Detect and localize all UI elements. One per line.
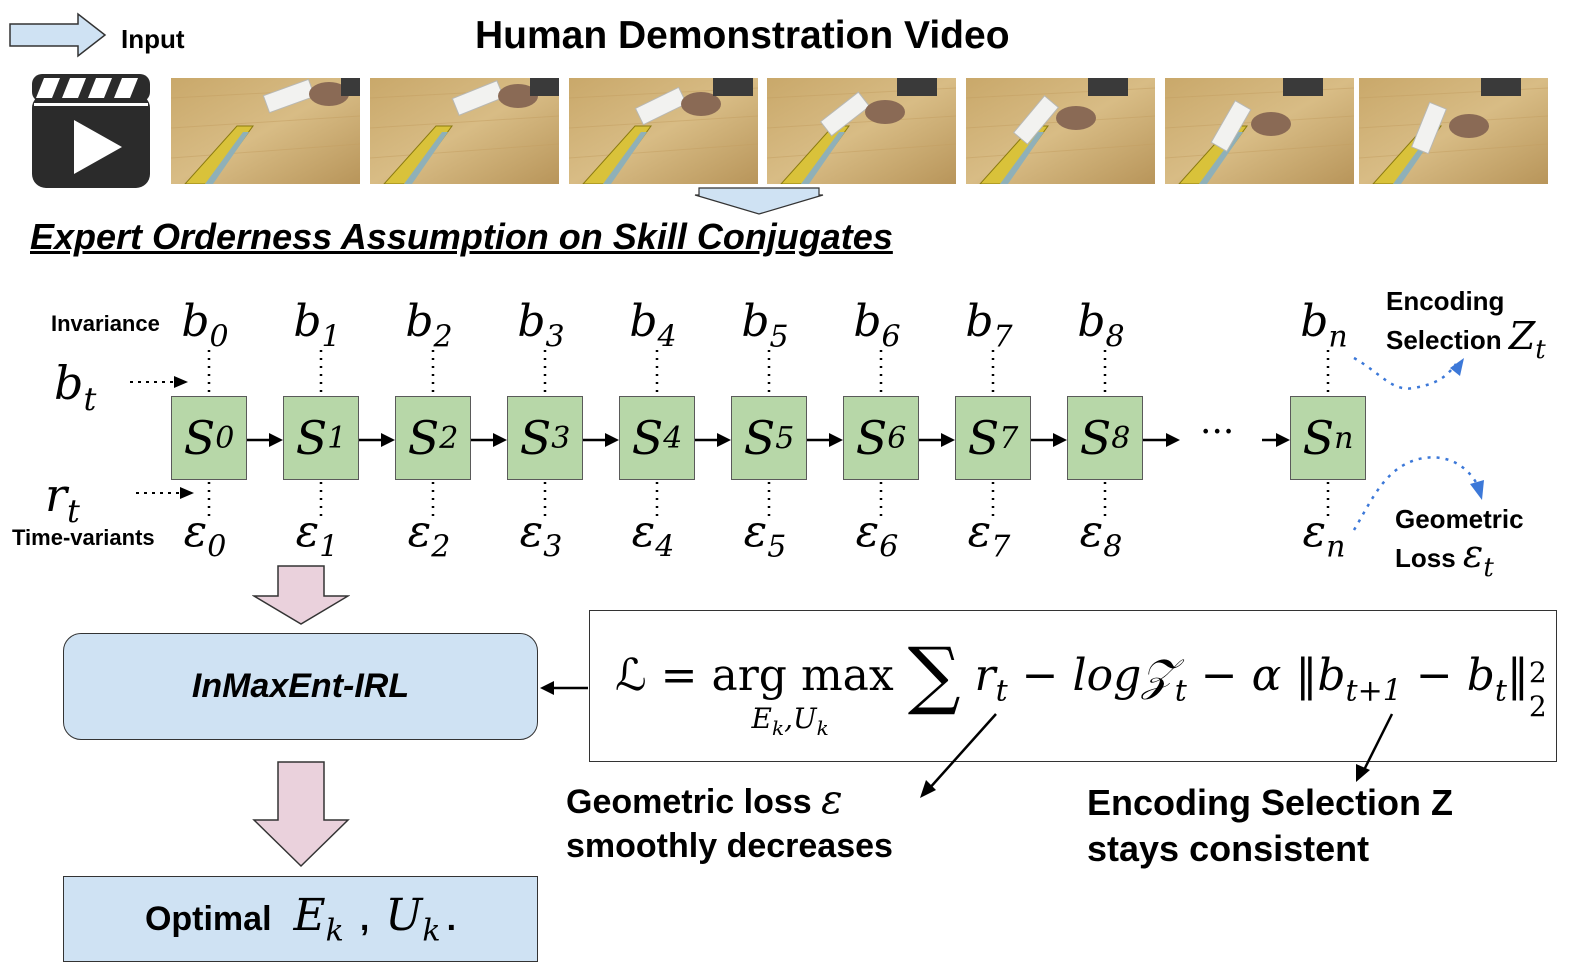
transition-arrow [1031, 433, 1067, 447]
invariance-b-label: b7 [965, 296, 1013, 355]
uk-symbol: Uk [385, 889, 441, 949]
video-frame [171, 78, 360, 184]
invariance-b-label: b3 [517, 296, 565, 355]
transition-arrow [695, 433, 731, 447]
transition-arrow [807, 433, 843, 447]
time-variant-epsilon-label: ε8 [1079, 506, 1123, 565]
optimal-box: Optimal Ek , Uk . [63, 876, 538, 962]
time-variant-epsilon-label: ε7 [967, 506, 1011, 565]
video-frame [1359, 78, 1548, 184]
b-t-symbol: bt [54, 356, 97, 419]
transition-arrow [919, 433, 955, 447]
transition-arrow [247, 433, 283, 447]
invariance-b-label: b8 [1077, 296, 1125, 355]
time-variant-epsilon-label: ε5 [743, 506, 787, 565]
encoding-callout-arrow [1356, 713, 1394, 782]
pink-down-arrow-1 [252, 565, 350, 625]
input-label: Input [121, 24, 185, 54]
pink-down-arrow-2 [252, 761, 350, 868]
time-variant-epsilon-label: ε1 [295, 506, 339, 565]
invariance-b-label: b5 [741, 296, 789, 355]
video-frame [370, 78, 559, 184]
time-variant-epsilon-label: ε6 [855, 506, 899, 565]
encoding-selection-callout: Encoding Selection Z stays consistent [1087, 782, 1454, 869]
time-variants-label: Time-variants [12, 525, 155, 550]
r-t-symbol: rt [45, 468, 80, 531]
geometric-dotted-curve [1352, 456, 1484, 531]
bt-dotted-arrow [130, 376, 188, 388]
transition-arrow [471, 433, 507, 447]
inmaxent-irl-label: InMaxEnt-IRL [191, 667, 410, 705]
time-variant-epsilon-label: εn [1302, 506, 1346, 565]
page-title: Human Demonstration Video [475, 14, 1010, 57]
section-title: Expert Orderness Assumption on Skill Con… [30, 216, 893, 257]
encoding-dotted-curve [1353, 356, 1464, 390]
time-variant-epsilon-label: ε4 [631, 506, 675, 565]
transition-arrow [1262, 433, 1290, 447]
invariance-label: Invariance [51, 311, 160, 336]
time-variant-epsilon-label: ε2 [407, 506, 451, 565]
time-variant-epsilon-label: ε0 [183, 506, 227, 565]
chain-ellipsis: ··· [1200, 412, 1235, 453]
video-clapperboard-play-icon [32, 74, 150, 188]
invariance-b-label: bn [1300, 296, 1348, 355]
geometric-callout-arrow [920, 713, 997, 798]
video-frame [1165, 78, 1354, 184]
transition-arrow [1143, 433, 1180, 447]
rt-dotted-arrow [136, 487, 194, 499]
time-variant-epsilon-label: ε3 [519, 506, 563, 565]
equation-box [589, 610, 1557, 762]
optimal-label: Optimal [144, 899, 272, 938]
equation-to-irl-arrow [540, 681, 588, 695]
video-frame [966, 78, 1155, 184]
geometric-loss-label: Geometric Loss εt [1395, 504, 1524, 584]
invariance-b-label: b4 [629, 296, 677, 355]
video-frame [767, 78, 956, 184]
invariance-b-label: b2 [405, 296, 453, 355]
equation: ℒ = arg max Ek,Uk ∑ rt − log𝒵t − α ‖bt+1… [615, 632, 1547, 740]
geometric-loss-callout: Geometric loss ε smoothly decreases [566, 777, 893, 865]
invariance-b-label: b0 [181, 296, 229, 355]
invariance-b-label: b1 [293, 296, 341, 355]
ek-symbol: Ek [293, 889, 344, 949]
input-arrow [9, 12, 107, 58]
video-frame [569, 78, 758, 184]
transition-arrow [359, 433, 395, 447]
chain-connectors [207, 350, 1330, 520]
frames-down-arrow [694, 187, 824, 215]
invariance-b-label: b6 [853, 296, 901, 355]
encoding-selection-label: Encoding Selection Zt [1386, 286, 1546, 366]
transition-arrow [583, 433, 619, 447]
inmaxent-irl-box: InMaxEnt-IRL [63, 633, 538, 740]
